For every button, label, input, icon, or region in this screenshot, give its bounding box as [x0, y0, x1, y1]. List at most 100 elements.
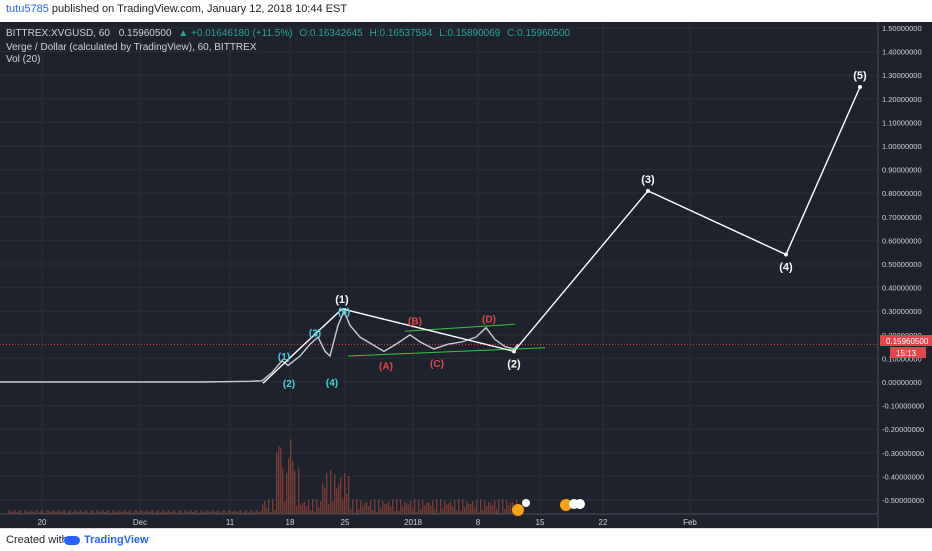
x-tick-label: 11: [226, 518, 235, 527]
volume-bar: [210, 511, 212, 514]
volume-bar: [412, 508, 414, 514]
volume-bar: [140, 510, 142, 514]
event-icon[interactable]: [575, 499, 585, 509]
volume-bar: [42, 510, 44, 514]
volume-bar: [308, 499, 310, 514]
volume-bar: [286, 472, 288, 514]
volume-bar: [44, 512, 46, 514]
volume-bar: [336, 488, 338, 514]
volume-bar: [16, 512, 18, 514]
header: tutu5785 published on TradingView.com, J…: [0, 0, 932, 22]
volume-bars: [8, 439, 520, 514]
volume-bar: [98, 511, 100, 514]
tradingview-logo[interactable]: TradingView: [64, 534, 149, 546]
y-tick-label: 0.10000000: [882, 354, 922, 363]
y-tick-label: -0.20000000: [882, 425, 924, 434]
corrective-wave-label: (C): [430, 359, 444, 370]
volume-bar: [170, 511, 172, 514]
y-tick-label: 0.70000000: [882, 213, 922, 222]
price-chart: (2)(3)(4)(5)(1)(1)(2)(3)(4)(5)(A)(B)(C)(…: [0, 22, 932, 528]
volume-bar: [80, 510, 82, 514]
corrective-wave-label: (B): [408, 317, 422, 328]
volume-bar: [64, 510, 66, 514]
volume-bar: [248, 512, 250, 514]
publish-line: tutu5785 published on TradingView.com, J…: [6, 3, 347, 15]
projection-label: (5): [853, 70, 867, 82]
volume-bar: [182, 512, 184, 514]
volume-bar: [334, 473, 336, 514]
x-axis: 20 Dec 11 18 25 2018 8 15 22 Feb: [0, 513, 878, 527]
volume-bar: [464, 507, 466, 514]
volume-bar: [448, 503, 450, 514]
event-icon[interactable]: [522, 499, 530, 507]
volume-bar: [492, 505, 494, 514]
wave-1-line: [262, 308, 343, 384]
projection-label: (4): [779, 262, 793, 274]
volume-bar: [376, 511, 378, 514]
sub-wave-label: (1): [278, 352, 290, 363]
volume-bar: [12, 511, 14, 514]
volume-bar: [84, 510, 86, 514]
volume-bar: [270, 512, 272, 514]
volume-bar: [476, 499, 478, 514]
event-icons[interactable]: [512, 499, 585, 516]
volume-bar: [10, 511, 12, 514]
event-icon[interactable]: [512, 504, 524, 516]
volume-bar: [180, 510, 182, 514]
x-tick-label: 15: [536, 518, 545, 527]
volume-bar: [394, 511, 396, 514]
volume-bar: [148, 511, 150, 514]
volume-bar: [342, 499, 344, 514]
event-icon[interactable]: [560, 499, 572, 511]
volume-bar: [216, 510, 218, 514]
volume-bar: [242, 512, 244, 514]
volume-bar: [348, 475, 350, 514]
volume-bar: [154, 512, 156, 514]
volume-bar: [306, 506, 308, 514]
y-tick-label: 1.10000000: [882, 118, 922, 127]
chart-area[interactable]: (2) (3) (4) (5) (1) (1) (2) (3) (4) (5) (A) (B) (C)(…: [0, 22, 932, 528]
sub-wave-label: (3): [309, 328, 321, 339]
y-tick-label: 1.50000000: [882, 24, 922, 33]
volume-bar: [228, 510, 230, 514]
volume-bar: [206, 510, 208, 514]
volume-bar: [280, 447, 282, 514]
volume-bar: [282, 468, 284, 514]
volume-bar: [198, 512, 200, 514]
volume-bar: [24, 510, 26, 514]
volume-bar: [194, 510, 196, 514]
volume-bar: [122, 511, 124, 514]
volume-bar: [490, 502, 492, 514]
volume-bar: [262, 504, 264, 514]
volume-bar: [254, 511, 256, 514]
price-value: 0.15960500: [119, 28, 172, 39]
volume-bar: [420, 509, 422, 514]
author-link[interactable]: tutu5785: [6, 3, 49, 15]
volume-bar: [114, 510, 116, 514]
volume-bar: [458, 499, 460, 514]
volume-bar: [174, 510, 176, 514]
volume-bar: [212, 510, 214, 514]
volume-bar: [474, 507, 476, 514]
volume-bar: [338, 484, 340, 514]
volume-bar: [102, 510, 104, 514]
volume-bar: [382, 500, 384, 514]
projection-point: [858, 85, 862, 89]
volume-bar: [350, 508, 352, 514]
volume-bar: [316, 499, 318, 514]
volume-bar: [112, 510, 114, 514]
volume-bar: [230, 511, 232, 514]
volume-bar: [18, 510, 20, 514]
volume-bar: [284, 501, 286, 514]
y-tick-label: 1.40000000: [882, 48, 922, 57]
volume-bar: [208, 511, 210, 514]
volume-bar: [288, 458, 290, 514]
volume-bar: [190, 510, 192, 514]
volume-bar: [108, 510, 110, 514]
volume-bar: [116, 512, 118, 514]
volume-bar: [442, 508, 444, 514]
chart-title: Verge / Dollar (calculated by TradingVie…: [6, 42, 257, 53]
volume-bar: [314, 511, 316, 514]
sub-wave-label: (4): [326, 378, 338, 389]
volume-bar: [188, 511, 190, 514]
